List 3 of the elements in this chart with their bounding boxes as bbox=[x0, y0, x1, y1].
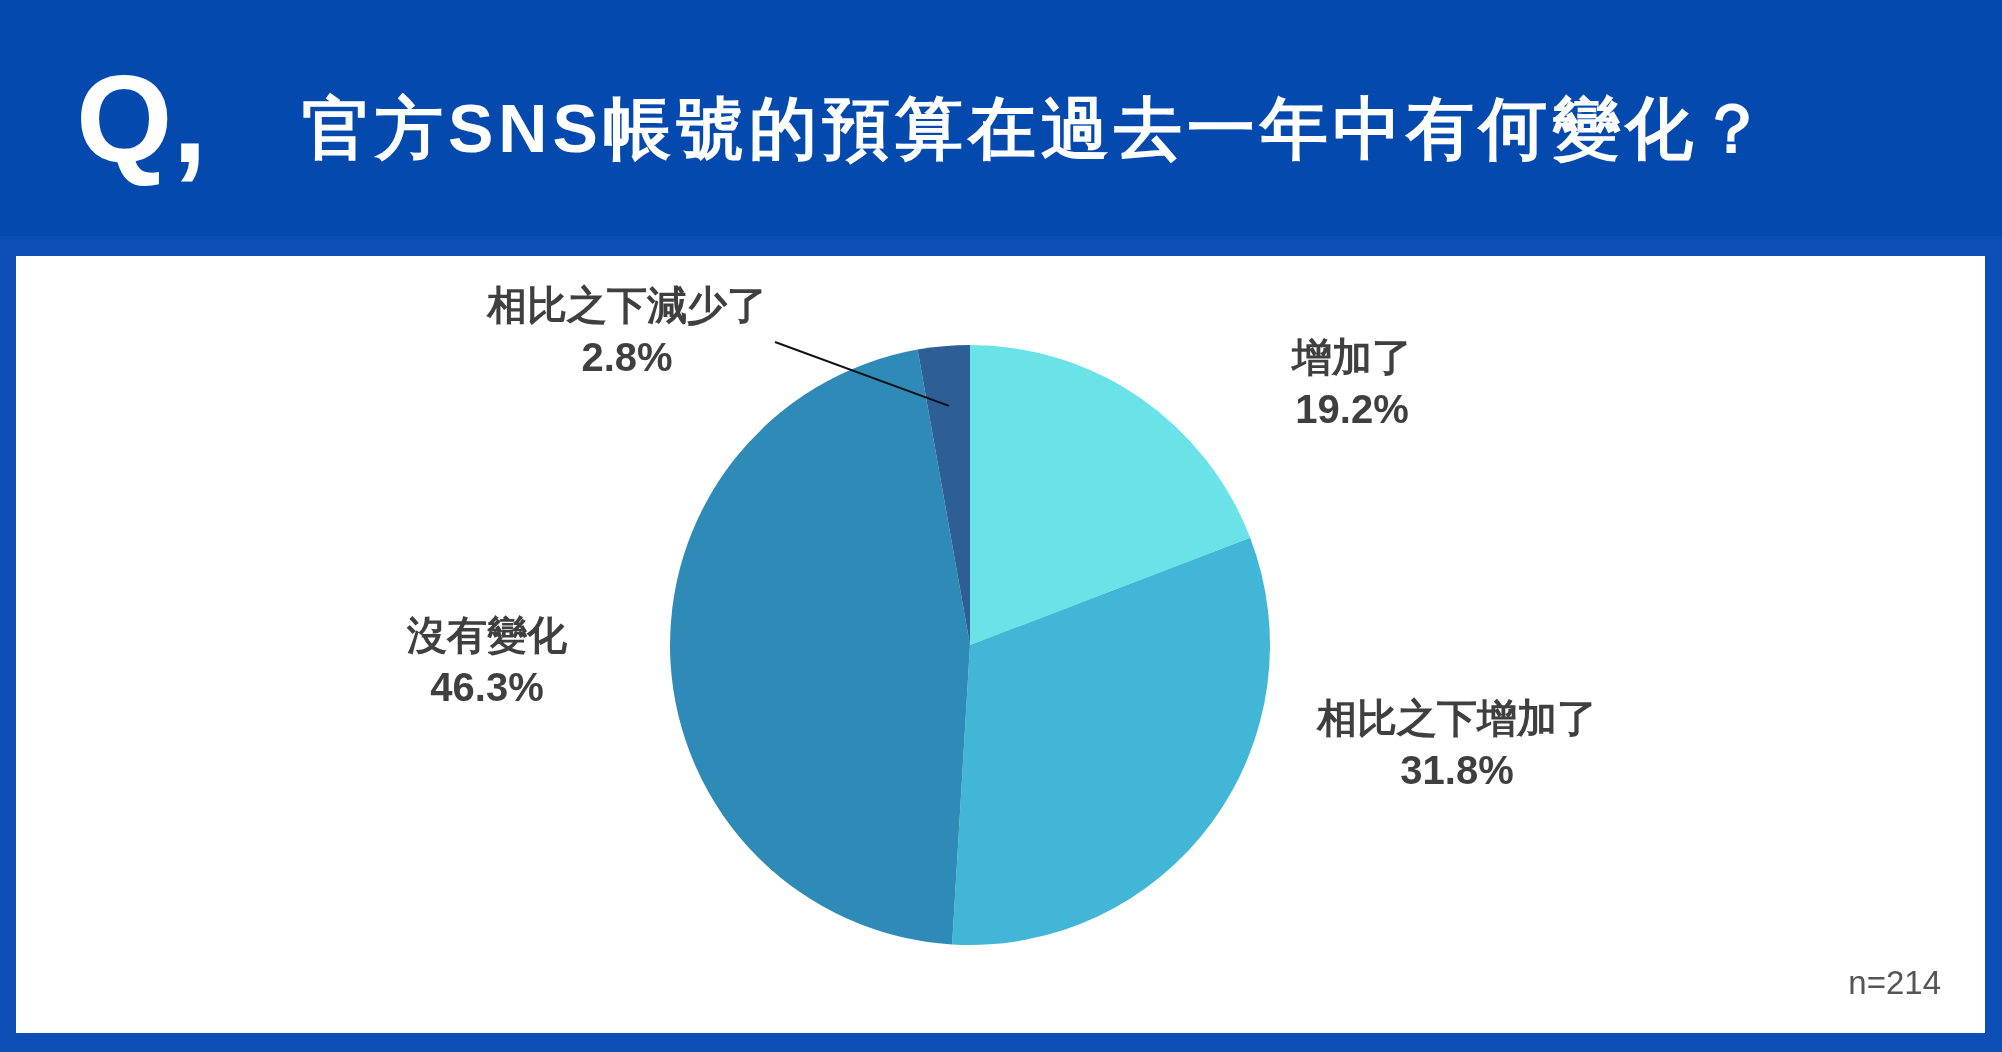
annotation: n=214 bbox=[1848, 963, 1941, 1001]
title: 官方SNS帳號的預算在過去一年中有何變化？ bbox=[302, 90, 1771, 166]
annotation: Q, bbox=[76, 50, 207, 188]
